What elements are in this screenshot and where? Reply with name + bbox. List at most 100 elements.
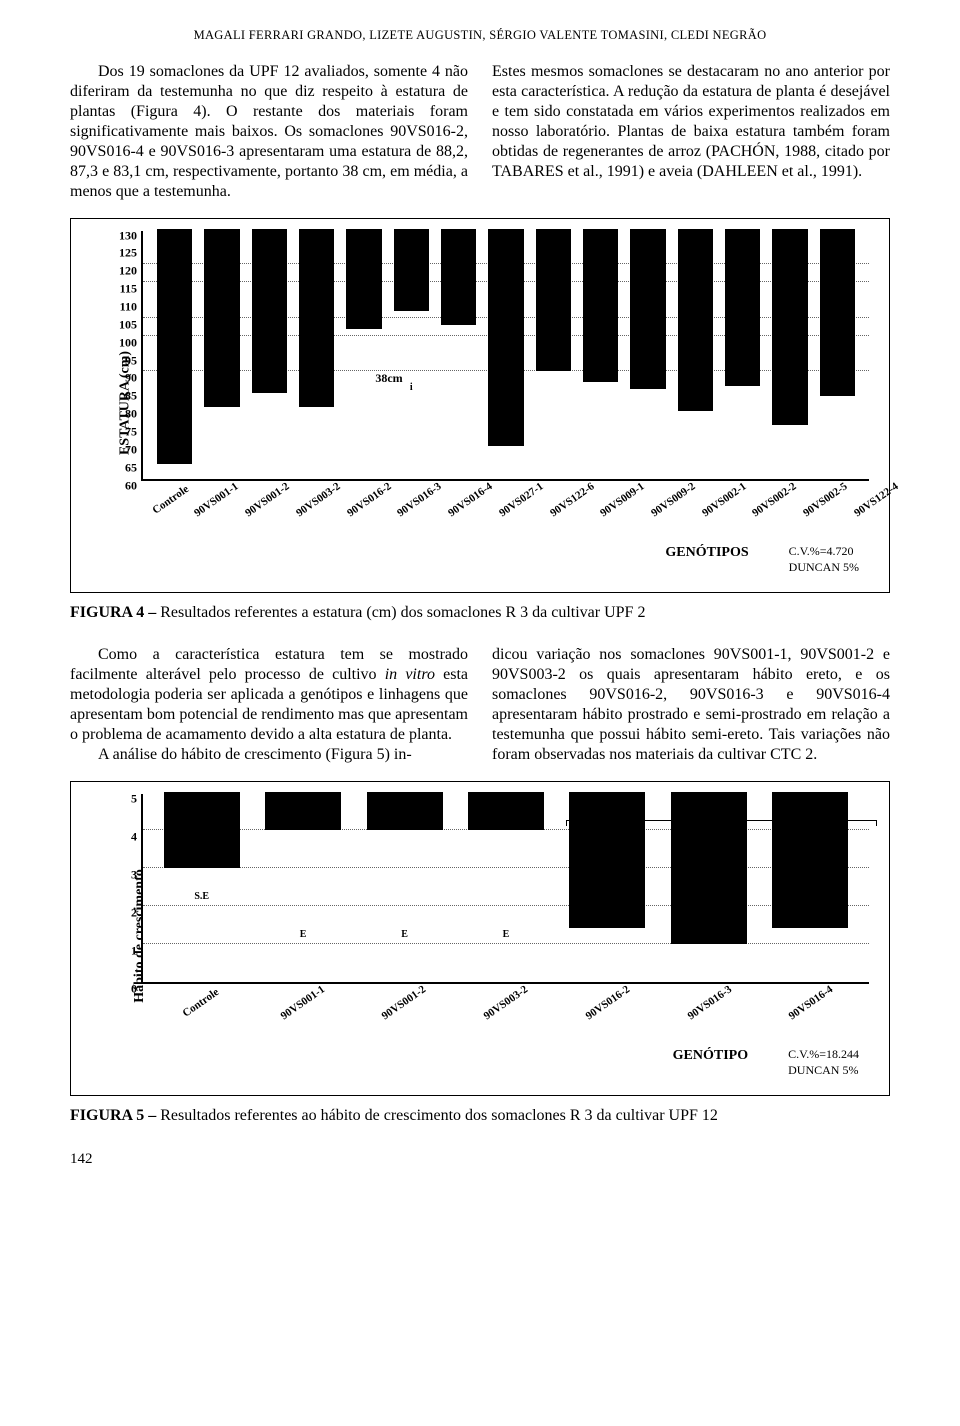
col-right-2: dicou variação nos somaclones 90VS001-1,… — [492, 645, 890, 765]
y-tick: 130 — [103, 228, 137, 243]
y-tick: 80 — [103, 407, 137, 422]
bar — [772, 229, 807, 425]
x-tick: 90VS122-6 — [548, 480, 597, 520]
y-tick: 1 — [103, 943, 137, 958]
bar-value-label: E — [503, 929, 510, 942]
bar — [583, 229, 618, 383]
bar-wrap: gh — [719, 229, 766, 479]
bar-wrap: de f — [672, 229, 719, 479]
text-block-1: Dos 19 somaclones da UPF 12 avaliados, s… — [70, 62, 890, 202]
bar — [468, 792, 544, 830]
y-tick: 95 — [103, 353, 137, 368]
bar-wrap: gh — [577, 229, 624, 479]
chart-bracket: P., S.P — [566, 802, 877, 826]
chart-stats: C.V.%=4.720DUNCAN 5% — [789, 544, 859, 575]
bar-value-label: i — [410, 382, 413, 395]
figure-5-chart: Hábito de crescimento012345S.EEEEP., S.P… — [70, 781, 890, 1096]
y-tick: 2 — [103, 905, 137, 920]
bar-value-label: fgh — [641, 303, 655, 316]
bar-value-label: gh — [595, 311, 606, 324]
x-tick: 90VS001-1 — [192, 480, 241, 520]
bar-wrap: i — [388, 229, 435, 479]
bar-value-label: efgh — [213, 286, 231, 299]
y-tick: 0 — [103, 981, 137, 996]
plot-area: 012345S.EEEEP., S.P — [141, 794, 869, 984]
bar-wrap: efgh — [293, 229, 340, 479]
bar-wrap — [340, 229, 387, 479]
y-tick: 70 — [103, 442, 137, 457]
para-1-left: Dos 19 somaclones da UPF 12 avaliados, s… — [70, 63, 468, 200]
bar — [346, 229, 381, 329]
bar-value-label: de f — [687, 282, 703, 295]
x-axis-label: GENÓTIPOS — [665, 544, 748, 562]
bar — [441, 229, 476, 325]
bar-wrap: E — [252, 792, 353, 982]
bar-wrap: cd e — [766, 229, 813, 479]
bar — [265, 792, 341, 830]
y-tick: 85 — [103, 389, 137, 404]
x-tick: 90VS016-2 — [345, 480, 394, 520]
bar-value-label: E — [300, 929, 307, 942]
bar-value-label: fgh — [830, 296, 844, 309]
plot-area: 6065707580859095100105110115120125130aef… — [141, 231, 869, 481]
y-tick: 110 — [103, 300, 137, 315]
bar-wrap: fgh — [814, 229, 861, 479]
bar-wrap: bcd e — [482, 229, 529, 479]
bar — [394, 229, 429, 311]
y-tick: 120 — [103, 264, 137, 279]
bar — [678, 229, 713, 411]
bar — [367, 792, 443, 830]
p2c: A análise do hábito de crescimento (Figu… — [98, 746, 412, 763]
bar-value-label: S.E — [194, 891, 209, 904]
bar-value-label: a — [172, 228, 177, 241]
y-tick: 4 — [103, 829, 137, 844]
x-tick: 90VS016-3 — [395, 480, 444, 520]
y-tick: 100 — [103, 335, 137, 350]
x-tick: 90VS027-1 — [497, 480, 546, 520]
y-tick: 60 — [103, 478, 137, 493]
chart-stats: C.V.%=18.244DUNCAN 5% — [788, 1047, 859, 1078]
x-tick: 90VS122-4 — [852, 480, 901, 520]
bar — [164, 792, 240, 868]
bar-wrap: fgh — [246, 229, 293, 479]
y-tick: 75 — [103, 425, 137, 440]
x-tick: 90VS001-2 — [243, 480, 292, 520]
figure-5-caption: FIGURA 5 – Resultados referentes ao hábi… — [70, 1106, 890, 1126]
x-tick: Controle — [150, 483, 192, 518]
y-tick: 125 — [103, 246, 137, 261]
x-tick: 90VS016-4 — [446, 480, 495, 520]
x-tick: 90VS003-2 — [294, 480, 343, 520]
bar-value-label: gh — [737, 307, 748, 320]
col-left-2: Como a característica estatura tem se mo… — [70, 645, 468, 765]
bar-wrap: efgh — [198, 229, 245, 479]
bar-wrap: h — [530, 229, 577, 479]
bar-wrap: a — [151, 229, 198, 479]
bar — [820, 229, 855, 397]
col-right: Estes mesmos somaclones se destacaram no… — [492, 62, 890, 202]
x-axis-label: GENÓTIPO — [673, 1047, 748, 1065]
y-tick: 3 — [103, 867, 137, 882]
bar-value-label: E — [401, 929, 408, 942]
x-tick: 90VS009-2 — [649, 480, 698, 520]
bar-value-label: cd e — [781, 268, 798, 281]
y-tick: 65 — [103, 460, 137, 475]
figure-4-chart: ESTATURA (cm)606570758085909510010511011… — [70, 218, 890, 593]
bar-value-label: fgh — [262, 300, 276, 313]
x-tick: 90VS002-5 — [801, 480, 850, 520]
bar — [536, 229, 571, 372]
x-tick: 90VS009-1 — [598, 480, 647, 520]
bar-value-label: h — [551, 321, 557, 334]
y-tick: 115 — [103, 282, 137, 297]
bar-value-label: efgh — [307, 286, 325, 299]
bar — [299, 229, 334, 408]
figure-4-caption: FIGURA 4 – Resultados referentes a estat… — [70, 603, 890, 623]
text-block-2: Como a característica estatura tem se mo… — [70, 645, 890, 765]
bar-wrap: fgh — [624, 229, 671, 479]
p2em: in vitro — [385, 666, 435, 683]
bar — [204, 229, 239, 408]
x-tick: 90VS002-2 — [751, 480, 800, 520]
page-authors: MAGALI FERRARI GRANDO, LIZETE AUGUSTIN, … — [70, 28, 890, 44]
page-number: 142 — [70, 1150, 890, 1169]
bar — [157, 229, 192, 465]
bar-wrap: S.E — [151, 792, 252, 982]
